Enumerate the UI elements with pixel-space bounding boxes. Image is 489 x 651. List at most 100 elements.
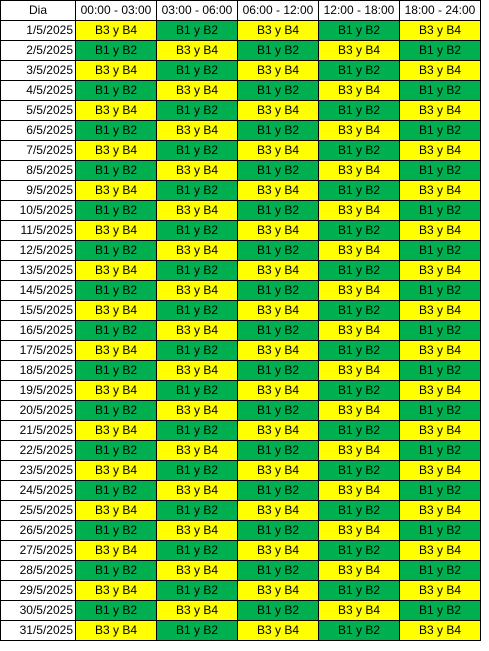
shift-cell[interactable]: B1 y B2: [237, 120, 319, 141]
shift-cell[interactable]: B1 y B2: [75, 520, 157, 541]
day-cell[interactable]: 11/5/2025: [0, 220, 76, 241]
shift-cell[interactable]: B1 y B2: [75, 560, 157, 581]
shift-cell[interactable]: B1 y B2: [75, 40, 157, 61]
shift-cell[interactable]: B3 y B4: [399, 140, 481, 161]
shift-cell[interactable]: B1 y B2: [75, 440, 157, 461]
header-cell-dia[interactable]: Dia: [0, 0, 76, 21]
day-cell[interactable]: 20/5/2025: [0, 400, 76, 421]
shift-cell[interactable]: B3 y B4: [237, 180, 319, 201]
shift-cell[interactable]: B3 y B4: [75, 180, 157, 201]
shift-cell[interactable]: B3 y B4: [237, 100, 319, 121]
shift-cell[interactable]: B1 y B2: [399, 440, 481, 461]
shift-cell[interactable]: B1 y B2: [156, 340, 238, 361]
shift-cell[interactable]: B1 y B2: [237, 160, 319, 181]
day-cell[interactable]: 9/5/2025: [0, 180, 76, 201]
day-cell[interactable]: 4/5/2025: [0, 80, 76, 101]
shift-cell[interactable]: B3 y B4: [75, 500, 157, 521]
shift-cell[interactable]: B3 y B4: [156, 560, 238, 581]
shift-cell[interactable]: B3 y B4: [318, 480, 400, 501]
shift-cell[interactable]: B3 y B4: [75, 140, 157, 161]
shift-cell[interactable]: B3 y B4: [399, 100, 481, 121]
shift-cell[interactable]: B1 y B2: [75, 600, 157, 621]
day-cell[interactable]: 3/5/2025: [0, 60, 76, 81]
day-cell[interactable]: 6/5/2025: [0, 120, 76, 141]
day-cell[interactable]: 30/5/2025: [0, 600, 76, 621]
day-cell[interactable]: 27/5/2025: [0, 540, 76, 561]
shift-cell[interactable]: B1 y B2: [318, 100, 400, 121]
shift-cell[interactable]: B3 y B4: [318, 240, 400, 261]
shift-cell[interactable]: B1 y B2: [237, 80, 319, 101]
shift-cell[interactable]: B1 y B2: [75, 200, 157, 221]
shift-cell[interactable]: B3 y B4: [75, 260, 157, 281]
shift-cell[interactable]: B3 y B4: [156, 240, 238, 261]
shift-cell[interactable]: B1 y B2: [75, 240, 157, 261]
shift-cell[interactable]: B1 y B2: [318, 460, 400, 481]
shift-cell[interactable]: B3 y B4: [318, 40, 400, 61]
day-cell[interactable]: 29/5/2025: [0, 580, 76, 601]
shift-cell[interactable]: B3 y B4: [318, 440, 400, 461]
shift-cell[interactable]: B3 y B4: [318, 160, 400, 181]
shift-cell[interactable]: B1 y B2: [156, 100, 238, 121]
day-cell[interactable]: 15/5/2025: [0, 300, 76, 321]
shift-cell[interactable]: B1 y B2: [318, 60, 400, 81]
day-cell[interactable]: 5/5/2025: [0, 100, 76, 121]
shift-cell[interactable]: B1 y B2: [318, 340, 400, 361]
shift-cell[interactable]: B1 y B2: [318, 500, 400, 521]
shift-cell[interactable]: B1 y B2: [399, 120, 481, 141]
shift-cell[interactable]: B1 y B2: [399, 600, 481, 621]
shift-cell[interactable]: B3 y B4: [75, 540, 157, 561]
shift-cell[interactable]: B3 y B4: [237, 460, 319, 481]
shift-cell[interactable]: B3 y B4: [156, 200, 238, 221]
shift-cell[interactable]: B3 y B4: [156, 280, 238, 301]
shift-cell[interactable]: B1 y B2: [237, 400, 319, 421]
shift-cell[interactable]: B1 y B2: [399, 80, 481, 101]
shift-cell[interactable]: B3 y B4: [237, 420, 319, 441]
shift-cell[interactable]: B3 y B4: [399, 340, 481, 361]
day-cell[interactable]: 10/5/2025: [0, 200, 76, 221]
shift-cell[interactable]: B3 y B4: [399, 60, 481, 81]
shift-cell[interactable]: B1 y B2: [399, 200, 481, 221]
shift-cell[interactable]: B3 y B4: [156, 400, 238, 421]
shift-cell[interactable]: B3 y B4: [237, 140, 319, 161]
shift-cell[interactable]: B1 y B2: [237, 440, 319, 461]
shift-cell[interactable]: B1 y B2: [399, 520, 481, 541]
shift-cell[interactable]: B3 y B4: [156, 320, 238, 341]
day-cell[interactable]: 8/5/2025: [0, 160, 76, 181]
shift-cell[interactable]: B1 y B2: [399, 320, 481, 341]
shift-cell[interactable]: B3 y B4: [399, 460, 481, 481]
shift-cell[interactable]: B3 y B4: [237, 380, 319, 401]
shift-cell[interactable]: B3 y B4: [156, 120, 238, 141]
shift-cell[interactable]: B1 y B2: [75, 400, 157, 421]
day-cell[interactable]: 26/5/2025: [0, 520, 76, 541]
shift-cell[interactable]: B1 y B2: [156, 260, 238, 281]
shift-cell[interactable]: B1 y B2: [318, 140, 400, 161]
shift-cell[interactable]: B1 y B2: [399, 480, 481, 501]
header-cell-00-03[interactable]: 00:00 - 03:00: [75, 0, 157, 21]
shift-cell[interactable]: B3 y B4: [156, 600, 238, 621]
shift-cell[interactable]: B1 y B2: [156, 180, 238, 201]
shift-cell[interactable]: B3 y B4: [75, 100, 157, 121]
day-cell[interactable]: 23/5/2025: [0, 460, 76, 481]
shift-cell[interactable]: B3 y B4: [156, 80, 238, 101]
day-cell[interactable]: 21/5/2025: [0, 420, 76, 441]
shift-cell[interactable]: B1 y B2: [156, 140, 238, 161]
day-cell[interactable]: 24/5/2025: [0, 480, 76, 501]
shift-cell[interactable]: B3 y B4: [237, 540, 319, 561]
shift-cell[interactable]: B1 y B2: [75, 280, 157, 301]
shift-cell[interactable]: B1 y B2: [75, 80, 157, 101]
shift-cell[interactable]: B1 y B2: [318, 620, 400, 641]
day-cell[interactable]: 18/5/2025: [0, 360, 76, 381]
day-cell[interactable]: 16/5/2025: [0, 320, 76, 341]
shift-cell[interactable]: B3 y B4: [318, 200, 400, 221]
shift-cell[interactable]: B1 y B2: [156, 540, 238, 561]
shift-cell[interactable]: B3 y B4: [318, 80, 400, 101]
shift-cell[interactable]: B3 y B4: [156, 440, 238, 461]
shift-cell[interactable]: B3 y B4: [237, 60, 319, 81]
shift-cell[interactable]: B3 y B4: [399, 500, 481, 521]
header-cell-03-06[interactable]: 03:00 - 06:00: [156, 0, 238, 21]
day-cell[interactable]: 12/5/2025: [0, 240, 76, 261]
shift-cell[interactable]: B1 y B2: [399, 240, 481, 261]
day-cell[interactable]: 22/5/2025: [0, 440, 76, 461]
shift-cell[interactable]: B3 y B4: [75, 620, 157, 641]
shift-cell[interactable]: B3 y B4: [237, 300, 319, 321]
